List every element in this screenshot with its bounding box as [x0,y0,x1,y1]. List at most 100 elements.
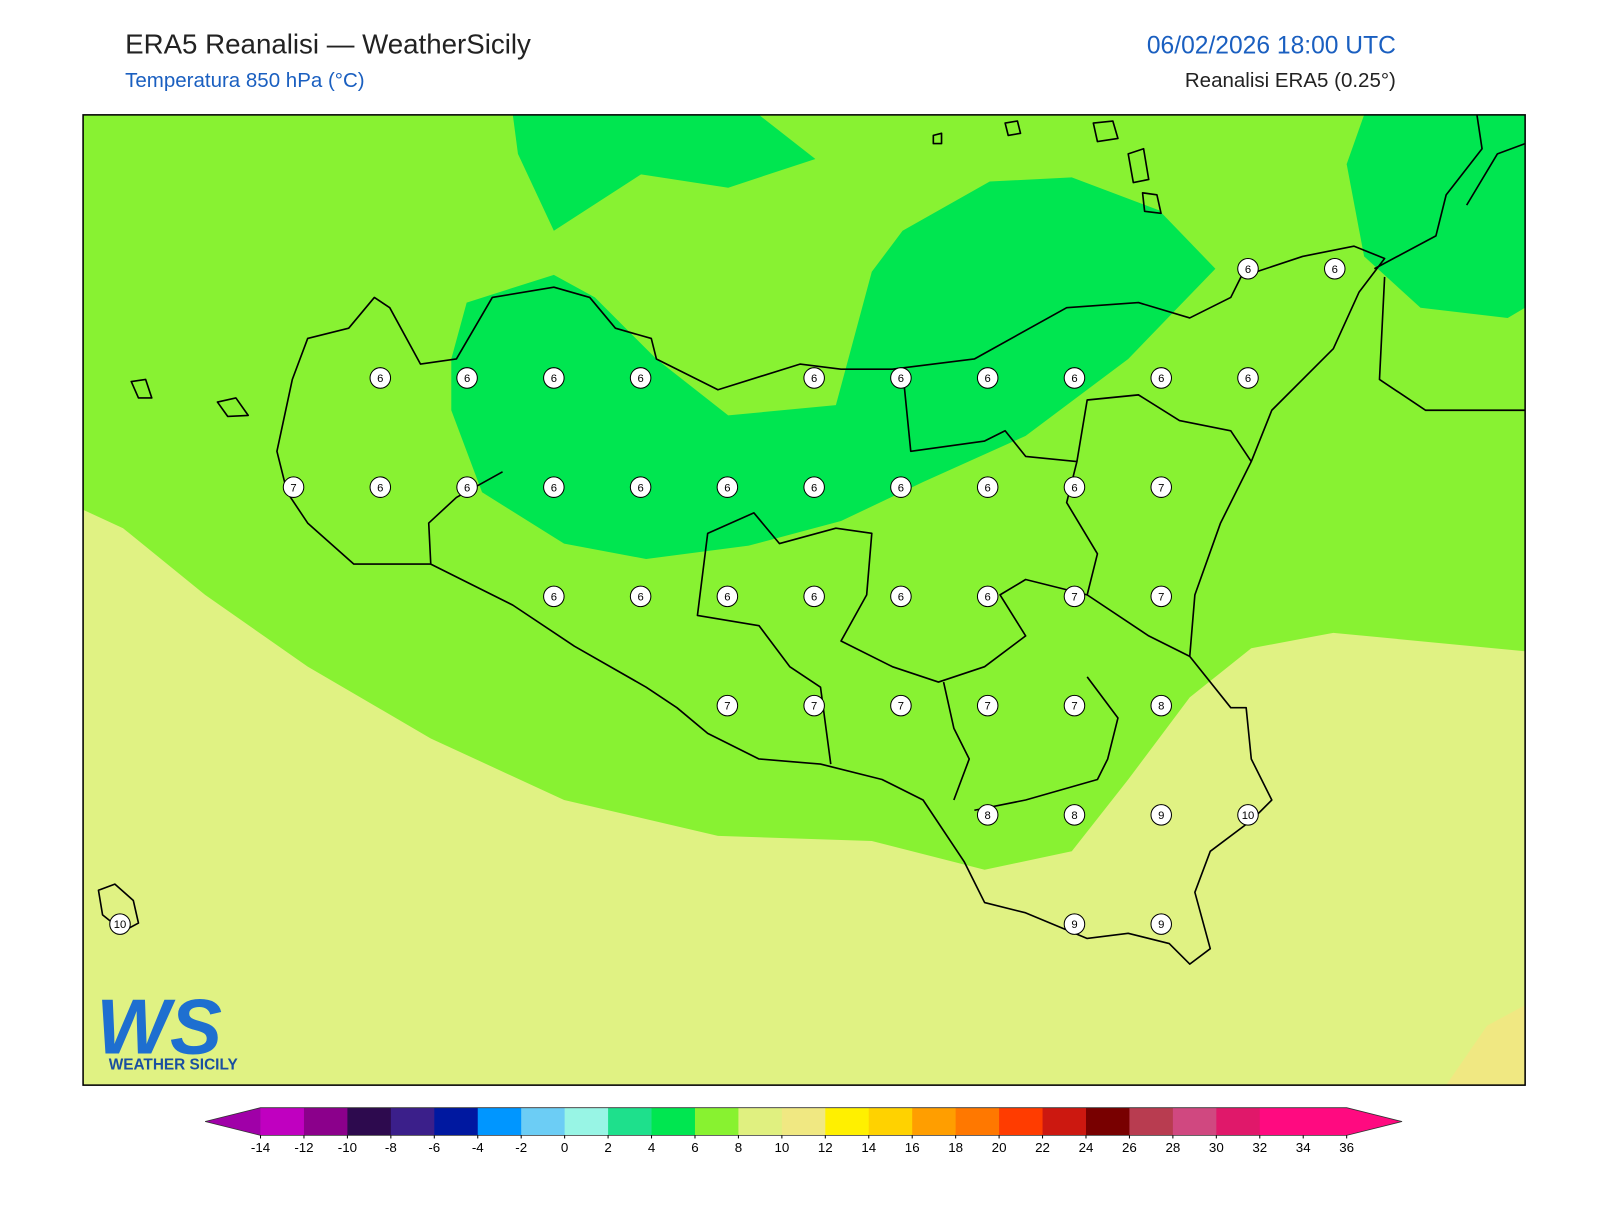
value-marker [890,367,912,389]
value-marker [282,476,305,498]
value-points: 6 6 6 6 6 6 6 6 6 6 6 6 7 6 6 6 6 6 6 6 6 6 7 6 6 6 6 6 6 7 7 7 7 7 7 7 8 8 8 9… [109,257,1346,935]
colorbar-label: 36 [1339,1140,1354,1155]
colorbar-label: -2 [515,1140,527,1155]
value-label: 6 [637,373,643,385]
colorbar-bin [521,1107,566,1136]
field-4-6 [1346,114,1526,318]
colorbar-label: 26 [1122,1140,1137,1155]
value-marker [1063,694,1086,717]
value-marker [369,367,392,389]
colorbar-bin [694,1107,739,1136]
value-label: 6 [1245,373,1251,385]
colorbar-label: 30 [1209,1140,1224,1155]
value-label: 7 [1071,592,1077,604]
value-label: 6 [551,482,557,494]
value-label: 6 [377,373,383,385]
value-marker [976,804,999,826]
value-marker [976,367,999,389]
value-marker [1150,367,1172,389]
value-label: 6 [985,592,991,604]
colorbar-bin [477,1107,522,1136]
value-marker [109,913,131,935]
colorbar-bin [260,1107,305,1136]
value-label: 6 [1245,264,1251,276]
value-marker [976,476,999,498]
value-marker [803,585,825,608]
value-marker [1237,367,1259,389]
value-label: 7 [724,701,730,713]
value-label: 6 [464,482,470,494]
value-marker [1150,694,1172,717]
colorbar-bin [347,1107,392,1136]
colorbar-bin [912,1107,957,1136]
value-marker [629,367,652,389]
value-marker [976,585,999,608]
value-marker [976,694,999,717]
value-label: 7 [1071,701,1077,713]
coastline-calabria [1373,114,1526,412]
datetime: 06/02/2026 18:00 UTC [1147,32,1396,59]
colorbar-label: 18 [948,1140,963,1155]
value-marker [1063,476,1086,498]
value-marker [543,476,565,498]
value-marker [1237,257,1259,280]
colorbar-under [205,1107,261,1136]
value-label: 6 [985,482,991,494]
colorbar-bin [738,1107,783,1136]
value-label: 7 [811,701,817,713]
value-marker [1150,476,1172,498]
value-marker [1237,804,1259,826]
colorbar-label: -10 [338,1140,357,1155]
subtitle: Temperatura 850 hPa (°C) [125,69,365,92]
value-label: 6 [1158,373,1164,385]
colorbar-bin [434,1107,479,1136]
colorbar-bin [825,1107,870,1136]
value-marker [1063,804,1086,826]
value-label: 9 [1071,919,1077,931]
value-marker [890,585,912,608]
colorbar-label: 12 [818,1140,833,1155]
value-label: 6 [551,373,557,385]
colorbar-label: -14 [251,1140,271,1155]
value-marker [890,476,912,498]
value-marker [890,694,912,717]
colorbar-bin [1129,1107,1174,1136]
value-marker [1063,585,1086,608]
colorbar-label: 14 [861,1140,876,1155]
value-label: 9 [1158,810,1164,822]
colorbar-label: 2 [604,1140,611,1155]
value-marker [543,585,565,608]
colorbar-label: 24 [1079,1140,1094,1155]
value-label: 6 [724,592,730,604]
colorbar-bin [651,1107,696,1136]
value-marker [803,694,825,717]
value-marker [1063,913,1086,935]
value-label: 7 [1158,482,1164,494]
colorbar-label: 8 [735,1140,742,1155]
value-label: 6 [637,592,643,604]
map-area [83,114,1526,1086]
colorbar-label: -4 [472,1140,484,1155]
value-label: 6 [898,482,904,494]
value-label: 6 [1332,264,1338,276]
colorbar: -14 -12 -10 -8 -6 -4 -2 0 2 4 6 8 10 12 14 16 18 20 22 24 26… [205,1107,1403,1155]
value-marker [1324,257,1346,280]
colorbar-bin [390,1107,435,1136]
value-label: 6 [1071,373,1077,385]
value-marker [629,585,652,608]
island [97,120,1162,933]
colorbar-label: 34 [1296,1140,1311,1155]
colorbar-label: 32 [1252,1140,1267,1155]
value-marker [716,694,739,717]
value-marker [1150,804,1172,826]
colorbar-bin [868,1107,913,1136]
value-label: 6 [898,373,904,385]
value-marker [803,367,825,389]
logo-mark: WS [96,982,222,1070]
value-label: 6 [811,373,817,385]
colorbar-label: 4 [648,1140,656,1155]
colorbar-bin [1216,1107,1261,1136]
value-marker [456,476,478,498]
